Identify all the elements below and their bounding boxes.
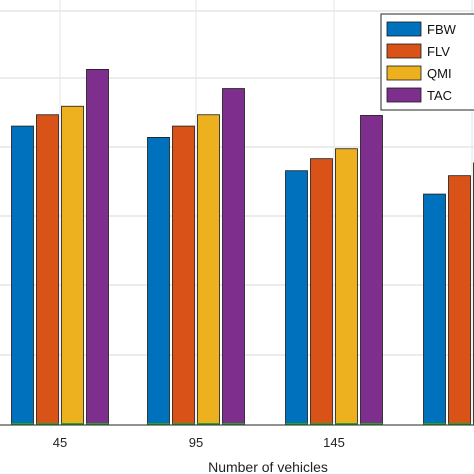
bars-group (11, 69, 474, 426)
bar-fbw-95 (147, 137, 170, 426)
legend-swatch-fbw (386, 21, 422, 37)
bar-base (147, 423, 170, 425)
bar-base (360, 423, 383, 425)
bar-flv-45 (36, 114, 59, 426)
bar-tac-45 (86, 69, 109, 426)
legend-label-qmi: QMI (427, 66, 452, 81)
bar-base (172, 423, 195, 425)
bar-base (285, 423, 308, 425)
bar-base (11, 423, 34, 425)
x-tick-labels: 45 95 145 (53, 435, 345, 450)
bar-fbw-45 (11, 125, 34, 426)
bar-base (310, 423, 333, 425)
x-tick-label: 95 (189, 435, 203, 450)
bar-base (335, 423, 358, 425)
bar-flv-145 (310, 158, 333, 426)
bar-flv-95 (172, 125, 195, 426)
bar-base (61, 423, 84, 425)
bar-fbw-edge-4 (423, 193, 446, 426)
bar-base (36, 423, 59, 425)
bar-base (423, 423, 446, 425)
bar-base (86, 423, 109, 425)
bar-qmi-145 (335, 148, 358, 426)
legend-swatch-flv (386, 43, 422, 59)
bar-base (222, 423, 245, 425)
bar-base (448, 423, 471, 425)
legend-label-flv: FLV (427, 44, 450, 59)
bar-base (197, 423, 220, 425)
bar-tac-95 (222, 88, 245, 426)
bar-tac-145 (360, 115, 383, 426)
bar-fbw-145 (285, 170, 308, 426)
bar-flv-edge-4 (448, 175, 471, 426)
x-axis-label: Number of vehicles (208, 459, 328, 474)
bar-qmi-45 (61, 105, 84, 426)
legend-swatch-qmi (386, 65, 422, 81)
x-tick-label: 145 (323, 435, 345, 450)
x-tick-label: 45 (53, 435, 67, 450)
legend-label-fbw: FBW (427, 22, 457, 37)
legend-label-tac: TAC (427, 88, 452, 103)
bar-qmi-95 (197, 114, 220, 426)
legend: FBW FLV QMI TAC (380, 13, 474, 111)
legend-swatch-tac (386, 87, 422, 103)
